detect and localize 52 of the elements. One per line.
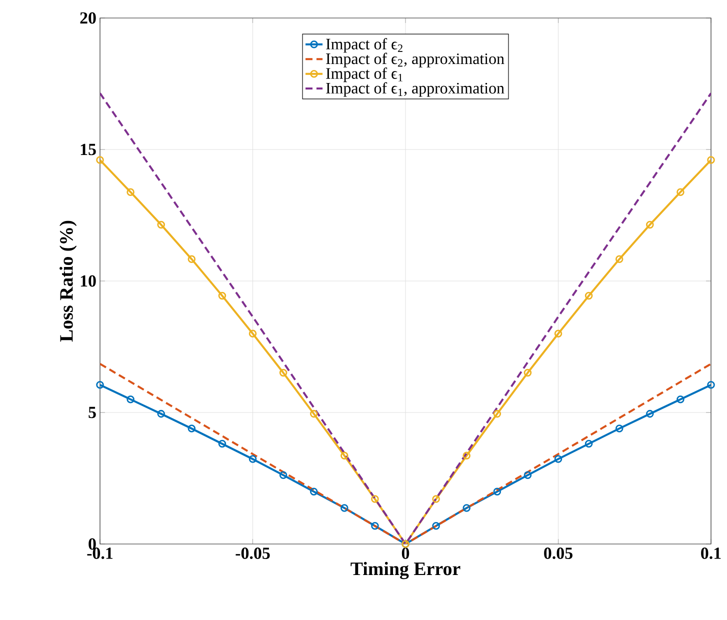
y-tick-label: 5	[88, 406, 96, 418]
point	[340, 504, 348, 512]
point	[279, 368, 288, 377]
point	[615, 255, 624, 264]
point	[157, 220, 165, 229]
x-tick-label: -0.05	[236, 548, 270, 560]
y-tick-label: 20	[80, 12, 96, 24]
point	[524, 471, 532, 479]
point	[126, 188, 134, 196]
point	[432, 522, 440, 530]
point	[462, 504, 470, 512]
x-tick-label: 0	[402, 548, 410, 559]
point	[646, 410, 654, 418]
point	[584, 292, 593, 300]
legend-label: Impact of ϵ$_{1}$	[326, 67, 402, 82]
point	[340, 452, 348, 460]
point	[432, 495, 440, 503]
point	[615, 424, 624, 432]
x-tick-label: -0.1	[87, 548, 113, 560]
point	[371, 522, 379, 530]
legend-label: Impact of ϵ$_{2}$	[326, 38, 402, 53]
point	[248, 330, 257, 338]
point	[676, 188, 684, 196]
point	[218, 292, 226, 300]
point	[310, 410, 318, 418]
point	[218, 440, 226, 448]
point	[188, 424, 196, 432]
legend-label: Impact of ϵ$_{2}$, approximation	[326, 52, 504, 68]
point	[554, 455, 562, 463]
point	[554, 330, 562, 338]
y-tick-label: 10	[80, 275, 96, 287]
point	[524, 368, 532, 377]
point	[157, 410, 165, 418]
legend-label: Impact of ϵ$_{1}$, approximation	[326, 82, 504, 97]
point	[371, 495, 379, 503]
point	[248, 455, 257, 463]
point	[126, 395, 134, 404]
point	[584, 440, 593, 448]
y-tick-label: 15	[80, 144, 96, 156]
x-tick-label: 0.05	[544, 548, 572, 560]
point	[279, 471, 288, 479]
point	[493, 488, 502, 496]
y-tick-label: 0	[88, 538, 96, 550]
point	[493, 410, 502, 418]
x-tick-label: 0.1	[701, 548, 721, 560]
point	[188, 255, 196, 264]
point	[310, 488, 318, 496]
y-axis-title: Loss Ratio (%)	[60, 220, 77, 342]
point	[462, 452, 470, 460]
x-axis-title: Timing Error	[350, 562, 460, 580]
point	[676, 395, 684, 404]
point	[646, 220, 654, 229]
